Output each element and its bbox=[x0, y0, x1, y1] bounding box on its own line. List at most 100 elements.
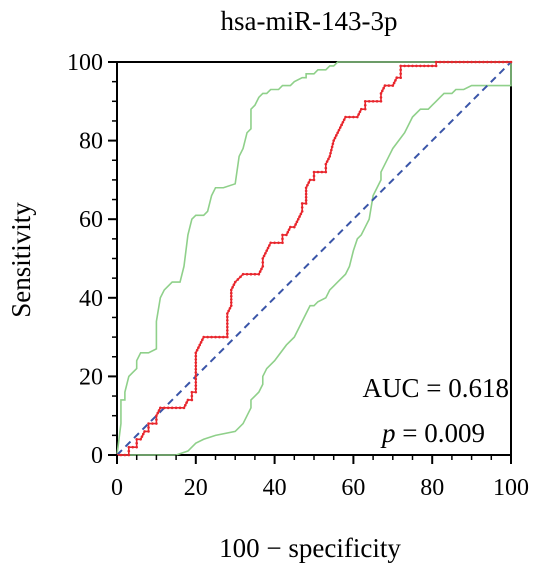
roc-point bbox=[194, 364, 198, 368]
roc-point bbox=[194, 377, 198, 381]
roc-point bbox=[338, 126, 342, 129]
roc-point bbox=[197, 346, 200, 349]
roc-point bbox=[423, 64, 426, 68]
roc-point bbox=[329, 151, 332, 155]
roc-point bbox=[218, 335, 221, 339]
roc-point bbox=[430, 64, 434, 68]
roc-point bbox=[141, 432, 145, 436]
roc-point bbox=[269, 241, 272, 245]
roc-point bbox=[358, 110, 362, 114]
roc-point bbox=[236, 278, 240, 281]
roc-point bbox=[478, 60, 481, 64]
roc-point bbox=[304, 189, 308, 193]
roc-point bbox=[281, 237, 284, 241]
roc-point bbox=[470, 60, 473, 64]
roc-point bbox=[352, 115, 355, 119]
roc-point bbox=[285, 233, 288, 237]
roc-point bbox=[387, 84, 391, 87]
roc-point bbox=[194, 358, 198, 361]
roc-point bbox=[324, 170, 328, 174]
roc-point bbox=[229, 301, 233, 304]
roc-point bbox=[324, 166, 328, 170]
roc-point bbox=[198, 343, 202, 347]
roc-point bbox=[399, 76, 402, 80]
y-tick-label: 60 bbox=[79, 207, 103, 233]
roc-point bbox=[135, 441, 138, 445]
roc-point bbox=[307, 181, 311, 184]
roc-point bbox=[286, 231, 290, 234]
roc-point bbox=[375, 100, 379, 103]
roc-point bbox=[231, 286, 234, 289]
roc-point bbox=[265, 249, 269, 252]
roc-point bbox=[486, 60, 489, 64]
roc-point bbox=[411, 64, 414, 68]
roc-point bbox=[330, 145, 334, 149]
roc-point bbox=[335, 134, 338, 137]
roc-point bbox=[462, 60, 466, 64]
roc-point bbox=[392, 81, 396, 85]
roc-point bbox=[312, 174, 316, 178]
roc-point bbox=[226, 322, 229, 325]
roc-point bbox=[262, 254, 266, 258]
roc-point bbox=[426, 64, 430, 68]
axes: 0 20 40 60 80 100 0 20 40 60 80 100 bbox=[67, 50, 529, 501]
roc-point bbox=[159, 406, 162, 410]
roc-point bbox=[324, 162, 328, 166]
roc-point bbox=[226, 325, 229, 329]
roc-point bbox=[281, 241, 284, 245]
roc-point bbox=[442, 60, 446, 64]
roc-point bbox=[394, 79, 397, 82]
curves bbox=[115, 60, 513, 457]
roc-point bbox=[304, 202, 308, 205]
roc-points bbox=[115, 60, 513, 457]
roc-point bbox=[304, 195, 308, 199]
x-tick-label: 40 bbox=[263, 475, 287, 501]
roc-point bbox=[304, 186, 308, 190]
roc-point bbox=[382, 86, 385, 90]
roc-point bbox=[379, 96, 383, 99]
roc-point bbox=[501, 60, 505, 64]
roc-point bbox=[363, 100, 367, 103]
roc-point bbox=[229, 288, 233, 292]
roc-point bbox=[239, 275, 242, 279]
roc-point bbox=[182, 406, 186, 410]
roc-point bbox=[336, 131, 339, 135]
roc-point bbox=[300, 206, 304, 209]
roc-point bbox=[434, 60, 438, 64]
p-value-annotation: p = 0.009 bbox=[380, 418, 485, 448]
roc-point bbox=[170, 406, 174, 410]
roc-point bbox=[312, 178, 316, 182]
roc-point bbox=[229, 304, 233, 307]
roc-point bbox=[178, 406, 182, 410]
roc-point bbox=[155, 422, 158, 425]
roc-point bbox=[186, 398, 190, 402]
roc-point bbox=[333, 136, 337, 140]
roc-point bbox=[277, 241, 280, 245]
roc-point bbox=[157, 409, 161, 412]
roc-point bbox=[241, 272, 245, 276]
roc-point bbox=[156, 411, 160, 415]
roc-point bbox=[249, 272, 253, 276]
roc-point bbox=[342, 118, 346, 121]
roc-point bbox=[304, 192, 308, 196]
roc-point bbox=[143, 430, 146, 433]
roc-point bbox=[245, 272, 249, 276]
roc-point bbox=[337, 128, 341, 132]
roc-point bbox=[312, 170, 316, 174]
roc-point bbox=[438, 60, 442, 64]
p-value: = 0.009 bbox=[396, 418, 485, 448]
roc-point bbox=[257, 272, 261, 276]
roc-point bbox=[419, 64, 422, 68]
roc-point bbox=[147, 426, 150, 429]
roc-point bbox=[119, 453, 123, 457]
roc-point bbox=[194, 380, 198, 384]
roc-point bbox=[332, 139, 336, 142]
roc-point bbox=[162, 406, 166, 410]
chart-title: hsa-miR-143-3p bbox=[221, 6, 398, 36]
roc-point bbox=[266, 246, 270, 250]
y-axis-label: Sensitivity bbox=[6, 202, 36, 318]
roc-point bbox=[228, 306, 232, 310]
roc-point bbox=[458, 60, 462, 64]
roc-point bbox=[226, 335, 229, 339]
roc-point bbox=[232, 283, 236, 287]
